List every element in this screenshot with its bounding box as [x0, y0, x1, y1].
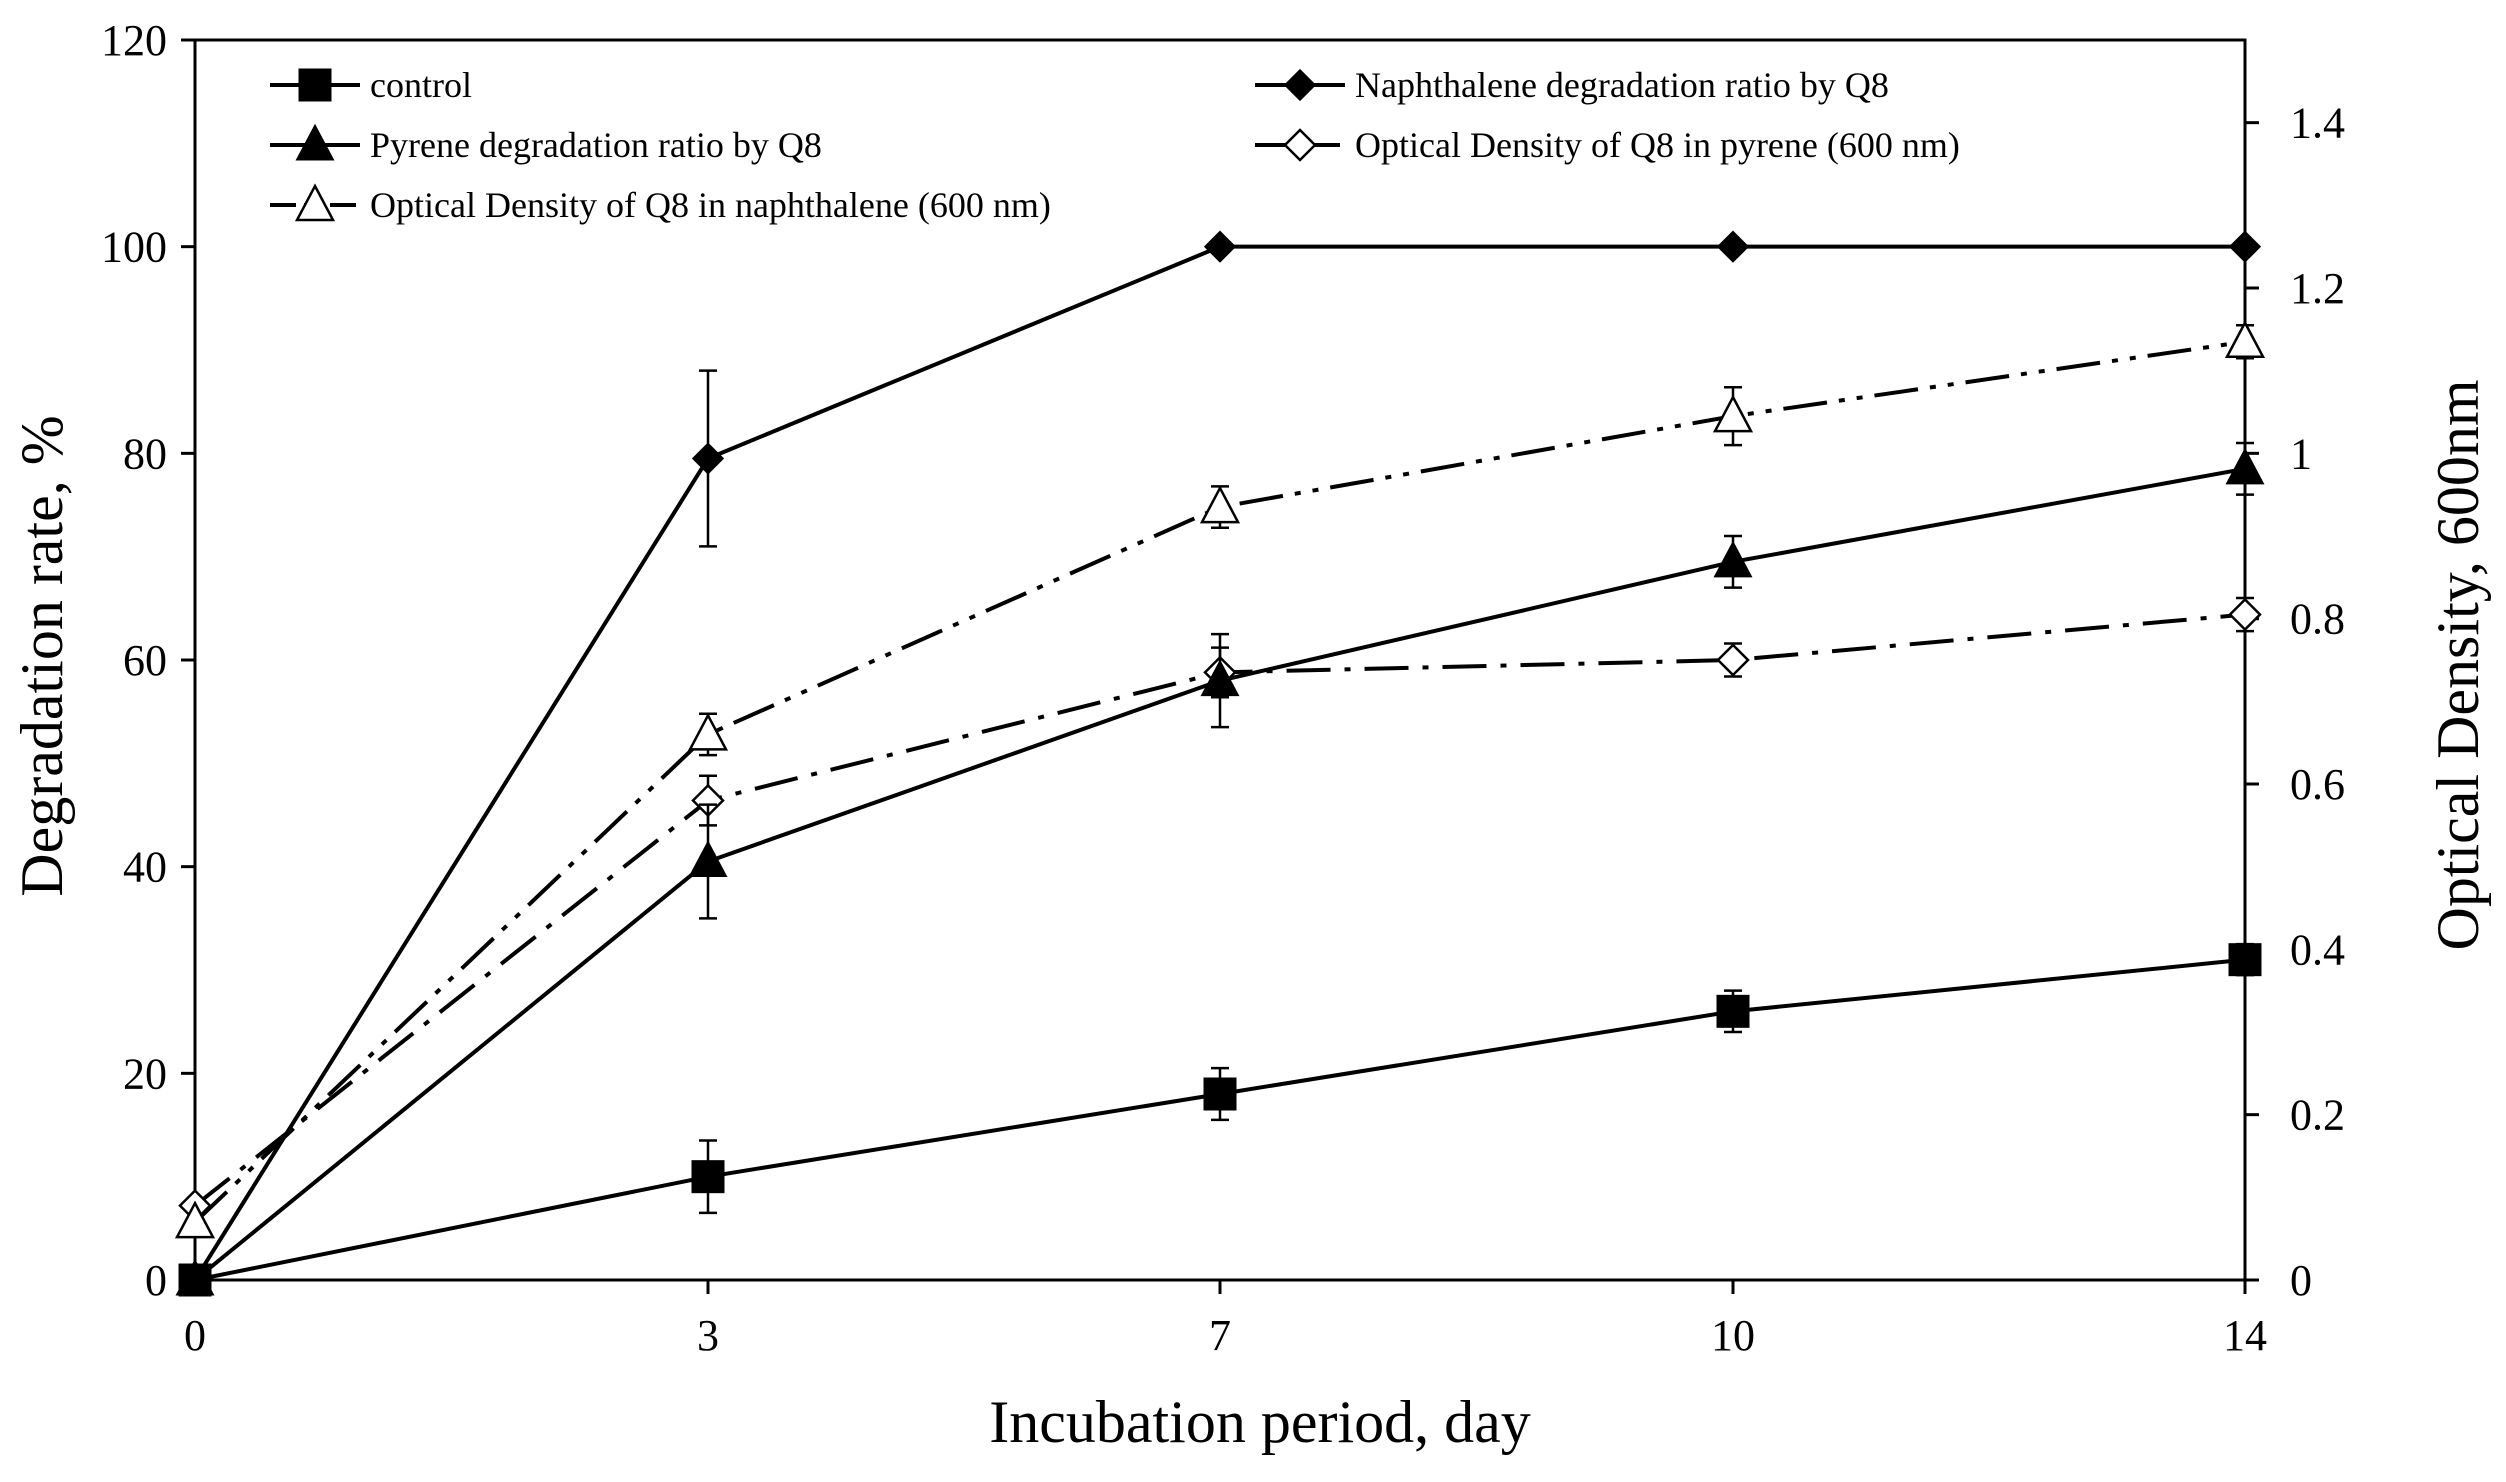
y-tick-label: 0 — [145, 1256, 167, 1305]
data-point — [174, 1200, 216, 1239]
x-tick-label: 0 — [184, 1311, 206, 1360]
legend-item-od-naphthalene: Optical Density of Q8 in naphthalene (60… — [270, 183, 1051, 225]
x-tick-label: 14 — [2223, 1311, 2267, 1360]
y2-tick-label: 1.2 — [2290, 264, 2345, 313]
x-tick-label: 7 — [1209, 1311, 1231, 1360]
data-point — [687, 712, 729, 751]
data-point — [688, 840, 728, 877]
legend-label: control — [370, 65, 472, 105]
legend-label: Optical Density of Q8 in pyrene (600 nm) — [1355, 125, 1960, 165]
data-point — [1200, 659, 1240, 697]
y-tick-label: 60 — [123, 636, 167, 685]
y-tick-label: 20 — [123, 1049, 167, 1098]
y-tick-label: 120 — [101, 16, 167, 65]
y2-tick-label: 1.4 — [2290, 99, 2345, 148]
y2-tick-label: 0.4 — [2290, 925, 2345, 974]
y-tick-label: 80 — [123, 429, 167, 478]
data-point — [1199, 485, 1241, 524]
data-point — [1203, 230, 1237, 263]
data-point — [2228, 597, 2262, 632]
data-point — [2225, 447, 2265, 485]
data-point — [1716, 643, 1750, 677]
data-point — [1712, 394, 1754, 433]
y2-tick-label: 0.8 — [2290, 595, 2345, 644]
series-naphthalene-degradation — [178, 230, 2262, 1297]
legend-marker — [294, 183, 336, 222]
data-point — [1203, 1077, 1237, 1111]
legend-label: Naphthalene degradation ratio by Q8 — [1355, 65, 1889, 105]
data-point — [691, 1160, 725, 1194]
data-point — [2228, 230, 2262, 263]
y2-tick-label: 0 — [2290, 1256, 2312, 1305]
legend-item-control: control — [270, 65, 472, 105]
y2-tick-label: 1 — [2290, 429, 2312, 478]
legend-marker — [1283, 128, 1317, 162]
data-point — [691, 442, 725, 475]
x-tick-label: 10 — [1711, 1311, 1755, 1360]
series-od-naphthalene — [174, 320, 2266, 1239]
y2-tick-label: 0.6 — [2290, 760, 2345, 809]
legend-item-od-pyrene: Optical Density of Q8 in pyrene (600 nm) — [1255, 125, 1960, 165]
data-point — [2228, 943, 2262, 977]
x-axis-title: Incubation period, day — [989, 1389, 1531, 1455]
legend-label: Pyrene degradation ratio by Q8 — [370, 125, 822, 165]
legend-label: Optical Density of Q8 in naphthalene (60… — [370, 185, 1051, 225]
series-control — [178, 942, 2262, 1297]
y2-axis-title: Optical Density, 600nm — [2425, 379, 2491, 950]
series-pyrene-degradation — [175, 441, 2265, 1296]
legend-item-pyrene-degradation: Pyrene degradation ratio by Q8 — [270, 123, 822, 165]
legend-marker — [295, 123, 335, 161]
legend: control Naphthalene degradation ratio by … — [270, 65, 1960, 225]
series-line — [193, 244, 2245, 1282]
data-point — [2224, 320, 2266, 358]
legend-item-naphthalene-degradation: Naphthalene degradation ratio by Q8 — [1255, 65, 1889, 105]
y-axis-title: Degradation rate, % — [9, 415, 75, 896]
legend-marker — [298, 68, 332, 102]
x-tick-label: 3 — [697, 1311, 719, 1360]
y-tick-label: 100 — [101, 223, 167, 272]
series-line — [193, 339, 2246, 1224]
data-point — [1716, 994, 1750, 1028]
data-point — [1713, 540, 1753, 578]
data-point — [178, 1263, 212, 1297]
y2-tick-label: 0.2 — [2290, 1091, 2345, 1140]
y-tick-label: 40 — [123, 843, 167, 892]
data-point — [1716, 230, 1750, 263]
legend-marker — [1283, 68, 1317, 102]
series-line — [193, 466, 2246, 1282]
